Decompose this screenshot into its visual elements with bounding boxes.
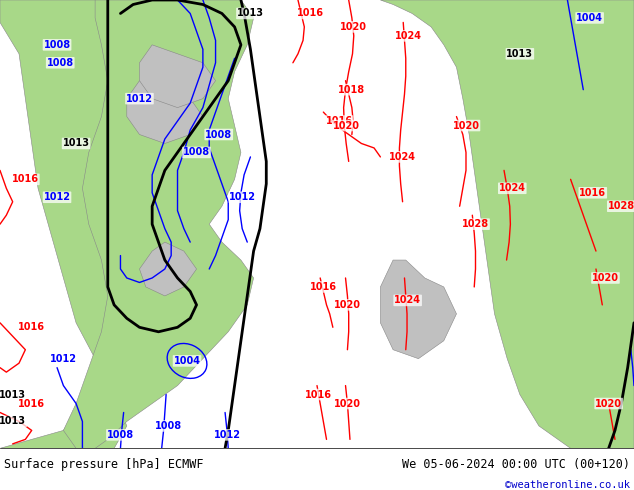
Text: We 05-06-2024 00:00 UTC (00+120): We 05-06-2024 00:00 UTC (00+120)	[402, 458, 630, 471]
Text: 1013: 1013	[237, 8, 264, 19]
Polygon shape	[127, 81, 203, 144]
Text: 1012: 1012	[44, 192, 70, 202]
Text: 1012: 1012	[230, 192, 256, 202]
Text: 1020: 1020	[334, 398, 361, 409]
Text: 1008: 1008	[155, 421, 181, 431]
Polygon shape	[63, 0, 254, 448]
Polygon shape	[380, 0, 634, 448]
Polygon shape	[380, 260, 456, 359]
Text: 1008: 1008	[107, 430, 134, 440]
Text: 1013: 1013	[507, 49, 533, 59]
Polygon shape	[139, 45, 216, 108]
Text: 1020: 1020	[595, 398, 622, 409]
Text: 1008: 1008	[44, 40, 70, 50]
Text: 1028: 1028	[608, 201, 634, 211]
Text: 1016: 1016	[310, 282, 337, 292]
Text: 1013: 1013	[63, 139, 89, 148]
Text: 1016: 1016	[306, 390, 332, 399]
Text: 1008: 1008	[47, 58, 74, 68]
Text: 1020: 1020	[334, 300, 361, 310]
Text: Surface pressure [hPa] ECMWF: Surface pressure [hPa] ECMWF	[4, 458, 204, 471]
Text: 1016: 1016	[12, 174, 39, 184]
Text: 1024: 1024	[389, 152, 415, 162]
Text: 1016: 1016	[18, 322, 45, 332]
Text: 1013: 1013	[0, 416, 26, 426]
Text: 1020: 1020	[333, 121, 359, 130]
Text: 1016: 1016	[326, 116, 353, 126]
Text: 1012: 1012	[50, 354, 77, 364]
Text: 1016: 1016	[579, 188, 606, 198]
Text: 1013: 1013	[0, 390, 26, 399]
Text: 1012: 1012	[126, 94, 153, 104]
Text: 1024: 1024	[499, 183, 526, 194]
Text: 1024: 1024	[394, 295, 421, 305]
Text: 1016: 1016	[18, 398, 45, 409]
Text: 1018: 1018	[339, 85, 365, 95]
Polygon shape	[139, 242, 197, 296]
Text: 1008: 1008	[183, 147, 210, 157]
Text: 1020: 1020	[340, 22, 367, 32]
Text: ©weatheronline.co.uk: ©weatheronline.co.uk	[505, 480, 630, 490]
Text: 1004: 1004	[576, 13, 603, 23]
Text: 1020: 1020	[453, 121, 479, 130]
Text: 1016: 1016	[297, 8, 324, 19]
Text: 1012: 1012	[214, 430, 240, 440]
Text: 1020: 1020	[592, 273, 619, 283]
Text: 1028: 1028	[462, 219, 489, 229]
Text: 1008: 1008	[205, 129, 232, 140]
Text: 1004: 1004	[174, 356, 200, 366]
Text: 1024: 1024	[396, 31, 422, 41]
Polygon shape	[0, 0, 178, 448]
